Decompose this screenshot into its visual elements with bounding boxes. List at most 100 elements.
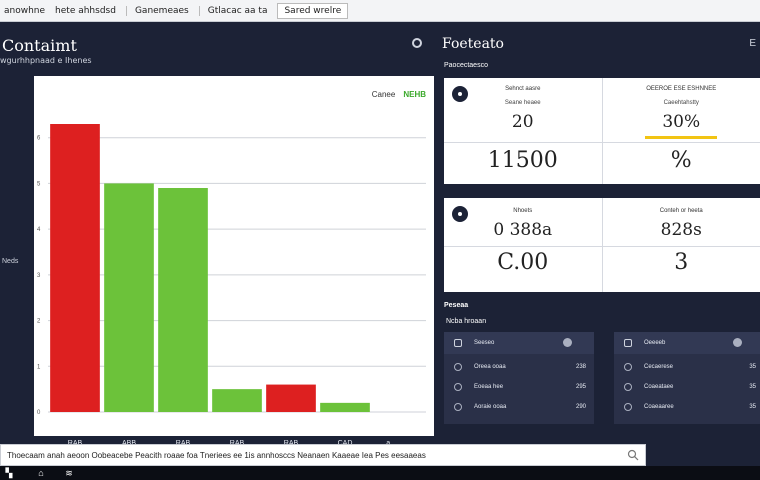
list-item[interactable]: Cecaerese 35: [614, 360, 760, 376]
card-subheading: Caeehtahstty: [663, 100, 699, 106]
list-item[interactable]: Eoeaa hee 295: [444, 380, 594, 396]
y-tick-label: 4: [37, 227, 41, 233]
list-item[interactable]: Oreea ooaa 238: [444, 360, 594, 376]
card-heading: Nhoets: [513, 208, 533, 214]
x-tick-label: a: [386, 440, 390, 447]
list-item[interactable]: Coaeaaree 35: [614, 400, 760, 416]
stat-card[interactable]: Sehnct aasre Seane heaee 20 11500: [444, 78, 603, 184]
dot-icon[interactable]: [563, 338, 572, 347]
card-value: 20: [511, 112, 534, 132]
divider: [444, 142, 602, 143]
divider: [444, 246, 602, 247]
chart-bar[interactable]: [104, 183, 154, 412]
y-side-label: Neds: [2, 258, 19, 265]
x-tick-label: RAB: [230, 440, 244, 447]
x-axis-labels: RAB ABB RAB RAB RAB CAD a: [34, 440, 434, 452]
circle-icon: [454, 383, 462, 391]
y-tick-label: 2: [37, 319, 41, 325]
divider: [602, 142, 760, 143]
y-tick-label: 6: [37, 136, 41, 142]
list-panel-header: Oeeeeb: [614, 332, 760, 354]
tab-2[interactable]: hete ahhsdsd: [55, 5, 116, 16]
highlight-bar: [645, 136, 718, 139]
app-icon[interactable]: ⌂: [38, 468, 44, 478]
card-value: 0 388a: [493, 220, 553, 240]
list-item[interactable]: Aoraie ooaa 290: [444, 400, 594, 416]
list-panel-title: Seeseo: [474, 340, 495, 346]
divider: [602, 246, 760, 247]
square-icon: [454, 339, 462, 347]
stat-card[interactable]: Conteh or heeta 828s 3: [602, 198, 760, 292]
search-bar[interactable]: Thoecaam anah aeoon Oobeacebe Peacith ro…: [0, 444, 646, 466]
section-heading: Peseaa: [444, 302, 469, 309]
x-tick-label: RAB: [176, 440, 190, 447]
tab-3[interactable]: Ganemeaes: [125, 5, 189, 16]
list-item[interactable]: Coaeataee 35: [614, 380, 760, 396]
card-value: 30%: [662, 112, 701, 132]
card-subheading: Seane heaee: [504, 100, 541, 106]
dot-icon[interactable]: [733, 338, 742, 347]
x-tick-label: RAB: [68, 440, 82, 447]
square-icon: [624, 339, 632, 347]
list-item-label: Eoeaa hee: [474, 384, 504, 390]
circle-icon: [454, 403, 462, 411]
circle-icon: [452, 86, 468, 102]
circle-icon: [454, 363, 462, 371]
circle-icon: [624, 383, 632, 391]
chart-bar[interactable]: [50, 124, 100, 412]
chart-svg: 6 5 4 3 2 1 0: [37, 124, 426, 416]
chart-bar[interactable]: [212, 389, 262, 412]
tab-4[interactable]: Gtlacac aa ta: [198, 5, 267, 16]
chart-legend: Canee NEHB: [372, 90, 426, 99]
list-panel-header: Seeseo: [444, 332, 594, 354]
list-item-label: Aoraie ooaa: [474, 404, 507, 410]
right-panel: Foeteato E Paocectaesco Sehnct aasre Sea…: [436, 22, 760, 442]
x-tick-label: ABB: [122, 440, 136, 447]
chart-bar[interactable]: [158, 188, 208, 412]
y-tick-label: 1: [37, 364, 41, 370]
chart-bar[interactable]: [320, 402, 370, 412]
list-item-value: 35: [749, 404, 756, 410]
list-item-value: 35: [749, 364, 756, 370]
chart-bar[interactable]: [266, 384, 316, 412]
list-item-label: Coaeataee: [644, 384, 674, 390]
list-panel: Oeeeeb Cecaerese 35 Coaeataee 35 Coaeaar…: [614, 332, 760, 424]
bar-chart: 6 5 4 3 2 1 0 Canee NEHB: [34, 76, 434, 436]
right-subtitle: Paocectaesco: [444, 62, 488, 69]
list-item-label: Oreea ooaa: [474, 364, 506, 370]
y-tick-label: 3: [37, 273, 41, 279]
stat-card[interactable]: OEEROE ESE ESHNNEE Caeehtahstty 30% %: [602, 78, 760, 184]
list-item-label: Coaeaaree: [644, 404, 674, 410]
card-heading: Sehnct aasre: [505, 86, 541, 92]
start-icon[interactable]: ▚: [5, 468, 13, 478]
card-value: 828s: [660, 220, 702, 240]
tab-1[interactable]: anowhne: [4, 5, 46, 16]
card-big-value: C.00: [497, 250, 549, 275]
right-title: Foeteato: [442, 36, 504, 52]
left-subtitle: wgurhhpnaad e Ihenes: [0, 56, 92, 65]
search-bar-text: Thoecaam anah aeoon Oobeacebe Peacith ro…: [7, 451, 426, 460]
circle-icon: [624, 403, 632, 411]
taskbar: ▚ ⌂ ≋: [0, 466, 760, 480]
list-item-value: 35: [749, 384, 756, 390]
stat-card[interactable]: Nhoets 0 388a C.00: [444, 198, 603, 292]
left-panel: Contaimt wgurhhpnaad e Ihenes Neds 6 5 4 3 2…: [0, 22, 436, 447]
gear-icon[interactable]: [412, 38, 422, 48]
stat-card-group-bottom: Nhoets 0 388a C.00 Conteh or heeta 828s …: [444, 198, 760, 292]
list-item-value: 290: [575, 404, 586, 410]
list-panel: Seeseo Oreea ooaa 238 Eoeaa hee 295 Aora…: [444, 332, 594, 424]
card-big-value: 11500: [487, 148, 558, 173]
card-big-value: %: [670, 148, 692, 173]
list-panel-title: Oeeeeb: [644, 340, 666, 346]
right-header-icon[interactable]: E: [749, 38, 756, 49]
legend-item-1: Canee: [371, 90, 396, 99]
tab-5[interactable]: Sared wrelre: [277, 2, 349, 19]
app-icon[interactable]: ≋: [65, 468, 73, 478]
section-subheading: Ncba hroaan: [446, 318, 487, 325]
list-item-label: Cecaerese: [644, 364, 674, 370]
y-tick-label: 5: [37, 181, 41, 187]
search-icon[interactable]: [627, 449, 639, 461]
circle-icon: [452, 206, 468, 222]
card-heading: OEEROE ESE ESHNNEE: [646, 86, 717, 92]
card-big-value: 3: [674, 250, 689, 275]
